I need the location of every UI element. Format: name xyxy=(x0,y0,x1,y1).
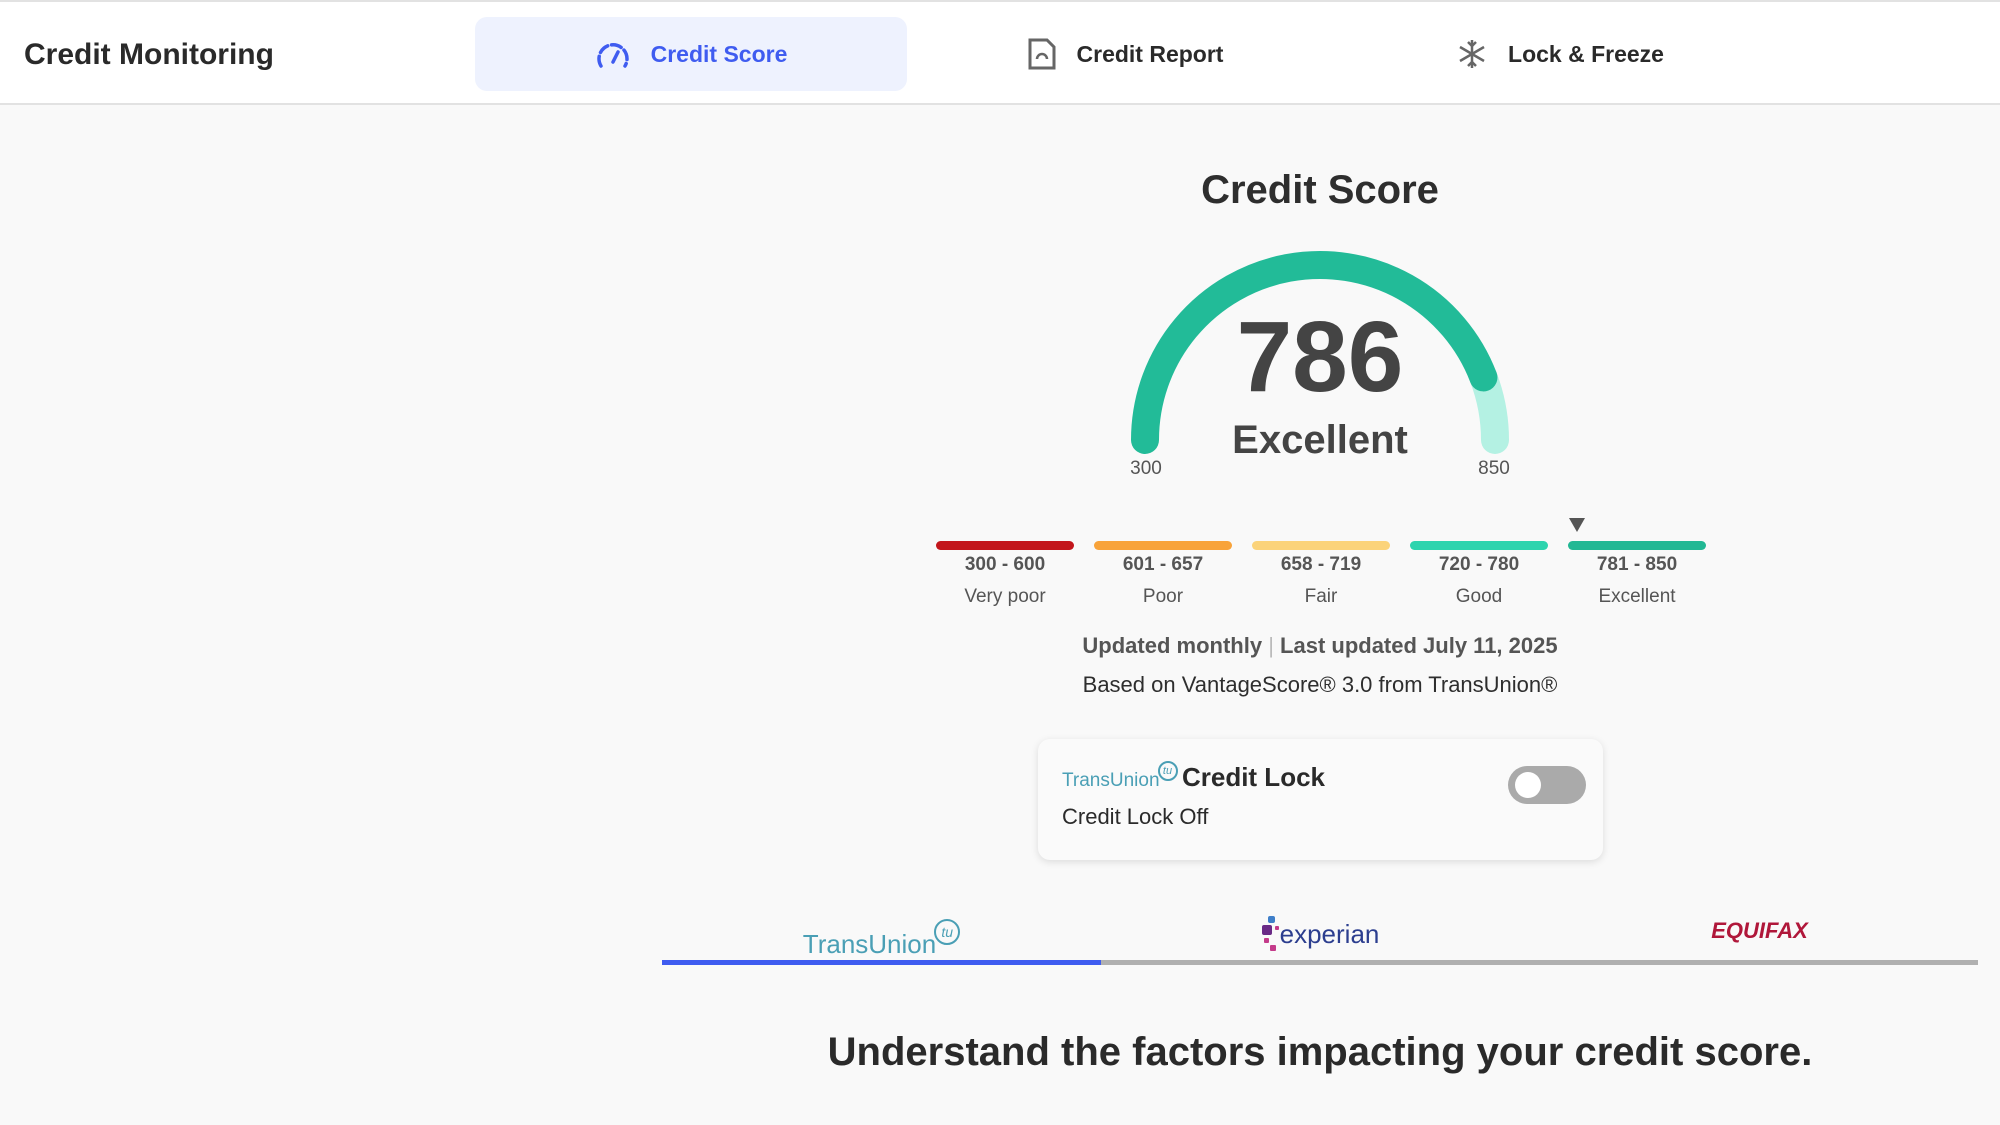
separator: | xyxy=(1268,633,1274,658)
update-frequency: Updated monthly xyxy=(1082,633,1263,658)
equifax-logo: EQUIFAX xyxy=(1711,918,1808,943)
range-values: 300 - 600 xyxy=(964,554,1046,575)
tab-credit-report[interactable]: Credit Report xyxy=(1010,17,1240,91)
range-label: Very poor xyxy=(964,586,1046,607)
range-values: 781 - 850 xyxy=(1596,554,1678,575)
bureau-tab-transunion[interactable]: TransUnion tu xyxy=(662,910,1101,960)
app-title: Credit Monitoring xyxy=(24,38,274,71)
tab-lock-freeze[interactable]: Lock & Freeze xyxy=(1440,17,1680,91)
last-updated: Last updated July 11, 2025 xyxy=(1280,633,1558,658)
update-info: Updated monthly | Last updated July 11, … xyxy=(1082,633,1557,659)
range-values: 658 - 719 xyxy=(1280,554,1362,575)
score-value: 786 xyxy=(1236,301,1404,413)
tab-label: Credit Report xyxy=(1076,40,1224,67)
tab-credit-score[interactable]: Credit Score xyxy=(475,17,907,91)
score-rating: Excellent xyxy=(1232,418,1408,462)
credit-lock-toggle[interactable] xyxy=(1508,766,1586,804)
tab-label: Credit Score xyxy=(650,40,788,67)
range-label: Excellent xyxy=(1598,586,1676,607)
tab-label: Lock & Freeze xyxy=(1508,40,1664,67)
range-bar xyxy=(1252,541,1390,550)
range-values: 720 - 780 xyxy=(1438,554,1520,575)
score-gauge xyxy=(1131,251,1509,454)
range-label: Good xyxy=(1455,586,1503,607)
snowflake-icon xyxy=(1459,40,1485,68)
bureau-tab-equifax[interactable]: EQUIFAX xyxy=(1540,910,1979,960)
credit-score-heading: Credit Score xyxy=(1201,168,1439,212)
range-label: Fair xyxy=(1304,586,1338,607)
top-nav: Credit Monitoring Credit Score Credit Re… xyxy=(0,0,2000,105)
gauge-filled-arc xyxy=(1131,251,1498,454)
bureau-tab-track xyxy=(662,960,1978,965)
credit-lock-header: TransUnion tu Credit Lock xyxy=(1062,761,1325,793)
bureau-tab-experian[interactable]: experian xyxy=(1101,910,1540,960)
speedometer-icon xyxy=(596,43,629,68)
range-bar xyxy=(1410,541,1548,550)
factors-heading: Understand the factors impacting your cr… xyxy=(827,1030,1813,1074)
report-document-icon xyxy=(1028,38,1056,70)
gauge-max-label: 850 xyxy=(1478,458,1510,479)
credit-lock-status: Credit Lock Off xyxy=(1062,804,1209,829)
range-bar xyxy=(1094,541,1232,550)
experian-dots-icon xyxy=(1261,916,1279,951)
range-bar xyxy=(936,541,1074,550)
bureau-tab-active-indicator xyxy=(662,960,1101,965)
range-bar xyxy=(1568,541,1706,550)
range-values: 601 - 657 xyxy=(1122,554,1204,575)
range-label: Poor xyxy=(1142,586,1184,607)
gauge-min-label: 300 xyxy=(1130,458,1162,479)
credit-lock-title: Credit Lock xyxy=(1181,762,1325,792)
transunion-logo: TransUnion tu xyxy=(803,919,961,960)
credit-lock-card: TransUnion tu Credit Lock Credit Lock Off xyxy=(1038,739,1603,860)
experian-logo: experian xyxy=(1279,919,1380,949)
current-range-marker xyxy=(1569,518,1585,532)
transunion-logo: TransUnion tu xyxy=(1062,761,1178,791)
score-source: Based on VantageScore® 3.0 from TransUni… xyxy=(1082,672,1558,697)
